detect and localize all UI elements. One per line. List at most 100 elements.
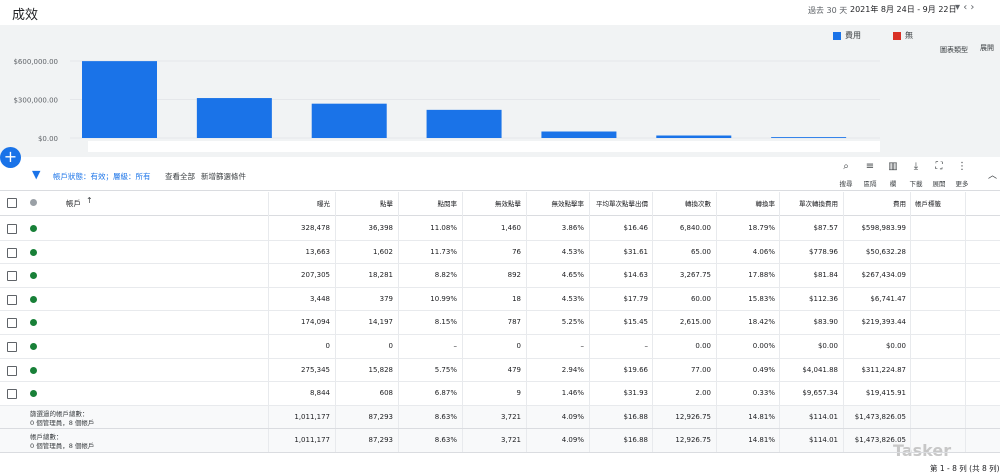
total-cell: 1,011,177 — [294, 412, 330, 421]
row-checkbox[interactable] — [7, 342, 17, 352]
cell: 36,398 — [368, 224, 394, 232]
cell: 608 — [379, 389, 393, 398]
view-all[interactable]: 查看全部 — [165, 172, 195, 181]
cell: $598,983.99 — [861, 224, 906, 232]
sort-arrow[interactable]: ↑ — [86, 196, 93, 205]
tool-icon[interactable]: ▥ — [888, 161, 898, 172]
cell: 9 — [516, 389, 521, 398]
column-header[interactable]: 曝光 — [317, 200, 330, 208]
column-header[interactable]: 轉換率 — [755, 200, 776, 208]
total-sub: 0 個管理員，8 個帳戶 — [30, 442, 95, 451]
cell: 1.46% — [561, 389, 584, 398]
cell: 892 — [507, 271, 521, 280]
metric2-select[interactable]: 無 — [905, 31, 913, 40]
row-checkbox[interactable] — [7, 224, 17, 234]
total-cell: 87,293 — [368, 436, 394, 445]
cell: 13,663 — [305, 247, 331, 256]
column-header[interactable]: 單次轉換費用 — [799, 200, 838, 208]
column-header[interactable]: 點擊 — [380, 200, 393, 208]
row-line — [0, 452, 1000, 453]
column-divider — [843, 192, 844, 452]
row-line — [0, 286, 1000, 288]
column-divider — [716, 192, 717, 452]
cell: $87.57 — [813, 224, 839, 232]
column-header[interactable]: 費用 — [893, 200, 906, 208]
tool-icon[interactable]: ≡ — [865, 161, 875, 172]
status-dot — [30, 319, 37, 327]
cell: 8.82% — [434, 271, 457, 280]
tool-label[interactable]: 更多 — [955, 180, 969, 188]
collapse[interactable]: ︿ — [988, 171, 998, 181]
cell: 11.73% — [430, 247, 457, 256]
row-line — [0, 239, 1000, 241]
chart-expand[interactable]: 展開 — [980, 44, 994, 52]
cell: 15,828 — [368, 365, 394, 374]
y-tick-label: $300,000.00 — [13, 97, 58, 105]
tool-icon[interactable]: ⌕ — [843, 161, 849, 172]
row-checkbox[interactable] — [7, 318, 17, 329]
cell: $83.90 — [813, 318, 839, 327]
chart-type[interactable]: 圖表類型 — [940, 46, 968, 54]
bar — [311, 103, 387, 138]
total-cell: $1,473,826.05 — [854, 436, 906, 445]
row-checkbox[interactable] — [7, 247, 17, 258]
cell: $4,041.88 — [802, 365, 838, 374]
row-checkbox[interactable] — [7, 389, 17, 400]
bar — [541, 131, 617, 138]
filter-icon[interactable]: ▼ — [32, 168, 41, 181]
cell: 5.75% — [434, 365, 457, 374]
header-dot — [30, 199, 37, 206]
cell: 3,448 — [309, 294, 330, 303]
cell: $19.66 — [623, 365, 649, 374]
tool-label[interactable]: 搜尋 — [839, 180, 853, 188]
cell: 2.94% — [561, 365, 584, 374]
cell: 0.00 — [695, 342, 711, 350]
total-label: 篩選過的帳戶總數： — [30, 409, 89, 418]
add-button[interactable]: + — [0, 147, 21, 168]
cell: 15.83% — [748, 294, 775, 303]
cell: $0.00 — [817, 342, 838, 350]
cell: 4.53% — [561, 294, 584, 303]
tool-icon[interactable]: ⤓ — [913, 161, 919, 172]
column-header[interactable]: 點閱率 — [437, 200, 458, 208]
column-header[interactable]: 無效點擊率 — [551, 200, 585, 208]
tool-label[interactable]: 下載 — [909, 180, 923, 188]
chart: $0.00 $300,000.00 $600,000.00 — [13, 58, 880, 152]
column-header[interactable]: 平均單次點擊出價 — [596, 200, 648, 208]
status-dot — [30, 225, 37, 232]
total-cell: 4.09% — [561, 412, 584, 421]
cell: 328,478 — [301, 224, 330, 232]
cell: $31.93 — [623, 389, 649, 398]
column-divider — [462, 192, 463, 452]
metric1-select[interactable]: 費用 — [845, 31, 861, 40]
row-checkbox[interactable] — [7, 365, 17, 376]
cell: 6,840.00 — [679, 224, 711, 232]
filter-status[interactable]: 帳戶狀態：有效；層級：所有 — [53, 172, 151, 181]
column-header[interactable]: 無效點擊 — [495, 200, 521, 208]
add-filter[interactable]: 新增篩選條件 — [201, 172, 246, 181]
tool-label[interactable]: 區隔 — [863, 180, 877, 188]
y-tick-label: $0.00 — [38, 135, 58, 143]
column-header[interactable]: 帳戶標籤 — [915, 200, 941, 208]
cell: – — [644, 342, 649, 350]
row-checkbox[interactable] — [7, 271, 17, 282]
cell: 76 — [512, 247, 521, 256]
cell: 77.00 — [690, 365, 711, 374]
tool-icon[interactable]: ⛶ — [935, 161, 943, 172]
date-range[interactable]: 2021年 8月 24日 - 9月 22日 — [850, 5, 957, 14]
divider — [0, 190, 1000, 191]
column-header[interactable]: 轉換次數 — [685, 200, 711, 208]
row-checkbox[interactable] — [7, 294, 17, 305]
column-divider — [526, 192, 527, 452]
bar — [656, 135, 732, 138]
metric2-swatch — [893, 32, 901, 40]
cell: 11.08% — [430, 224, 457, 232]
cell: 65.00 — [690, 247, 711, 256]
cell: 0.49% — [752, 365, 775, 374]
nav-arrows[interactable]: ▾ ‹ › — [955, 2, 975, 13]
account-header[interactable]: 帳戶 — [66, 199, 81, 208]
tool-label[interactable]: 展開 — [932, 180, 946, 188]
header-checkbox[interactable] — [7, 198, 17, 208]
tool-label[interactable]: 欄 — [889, 180, 897, 188]
tool-icon[interactable]: ⋮ — [957, 161, 967, 172]
